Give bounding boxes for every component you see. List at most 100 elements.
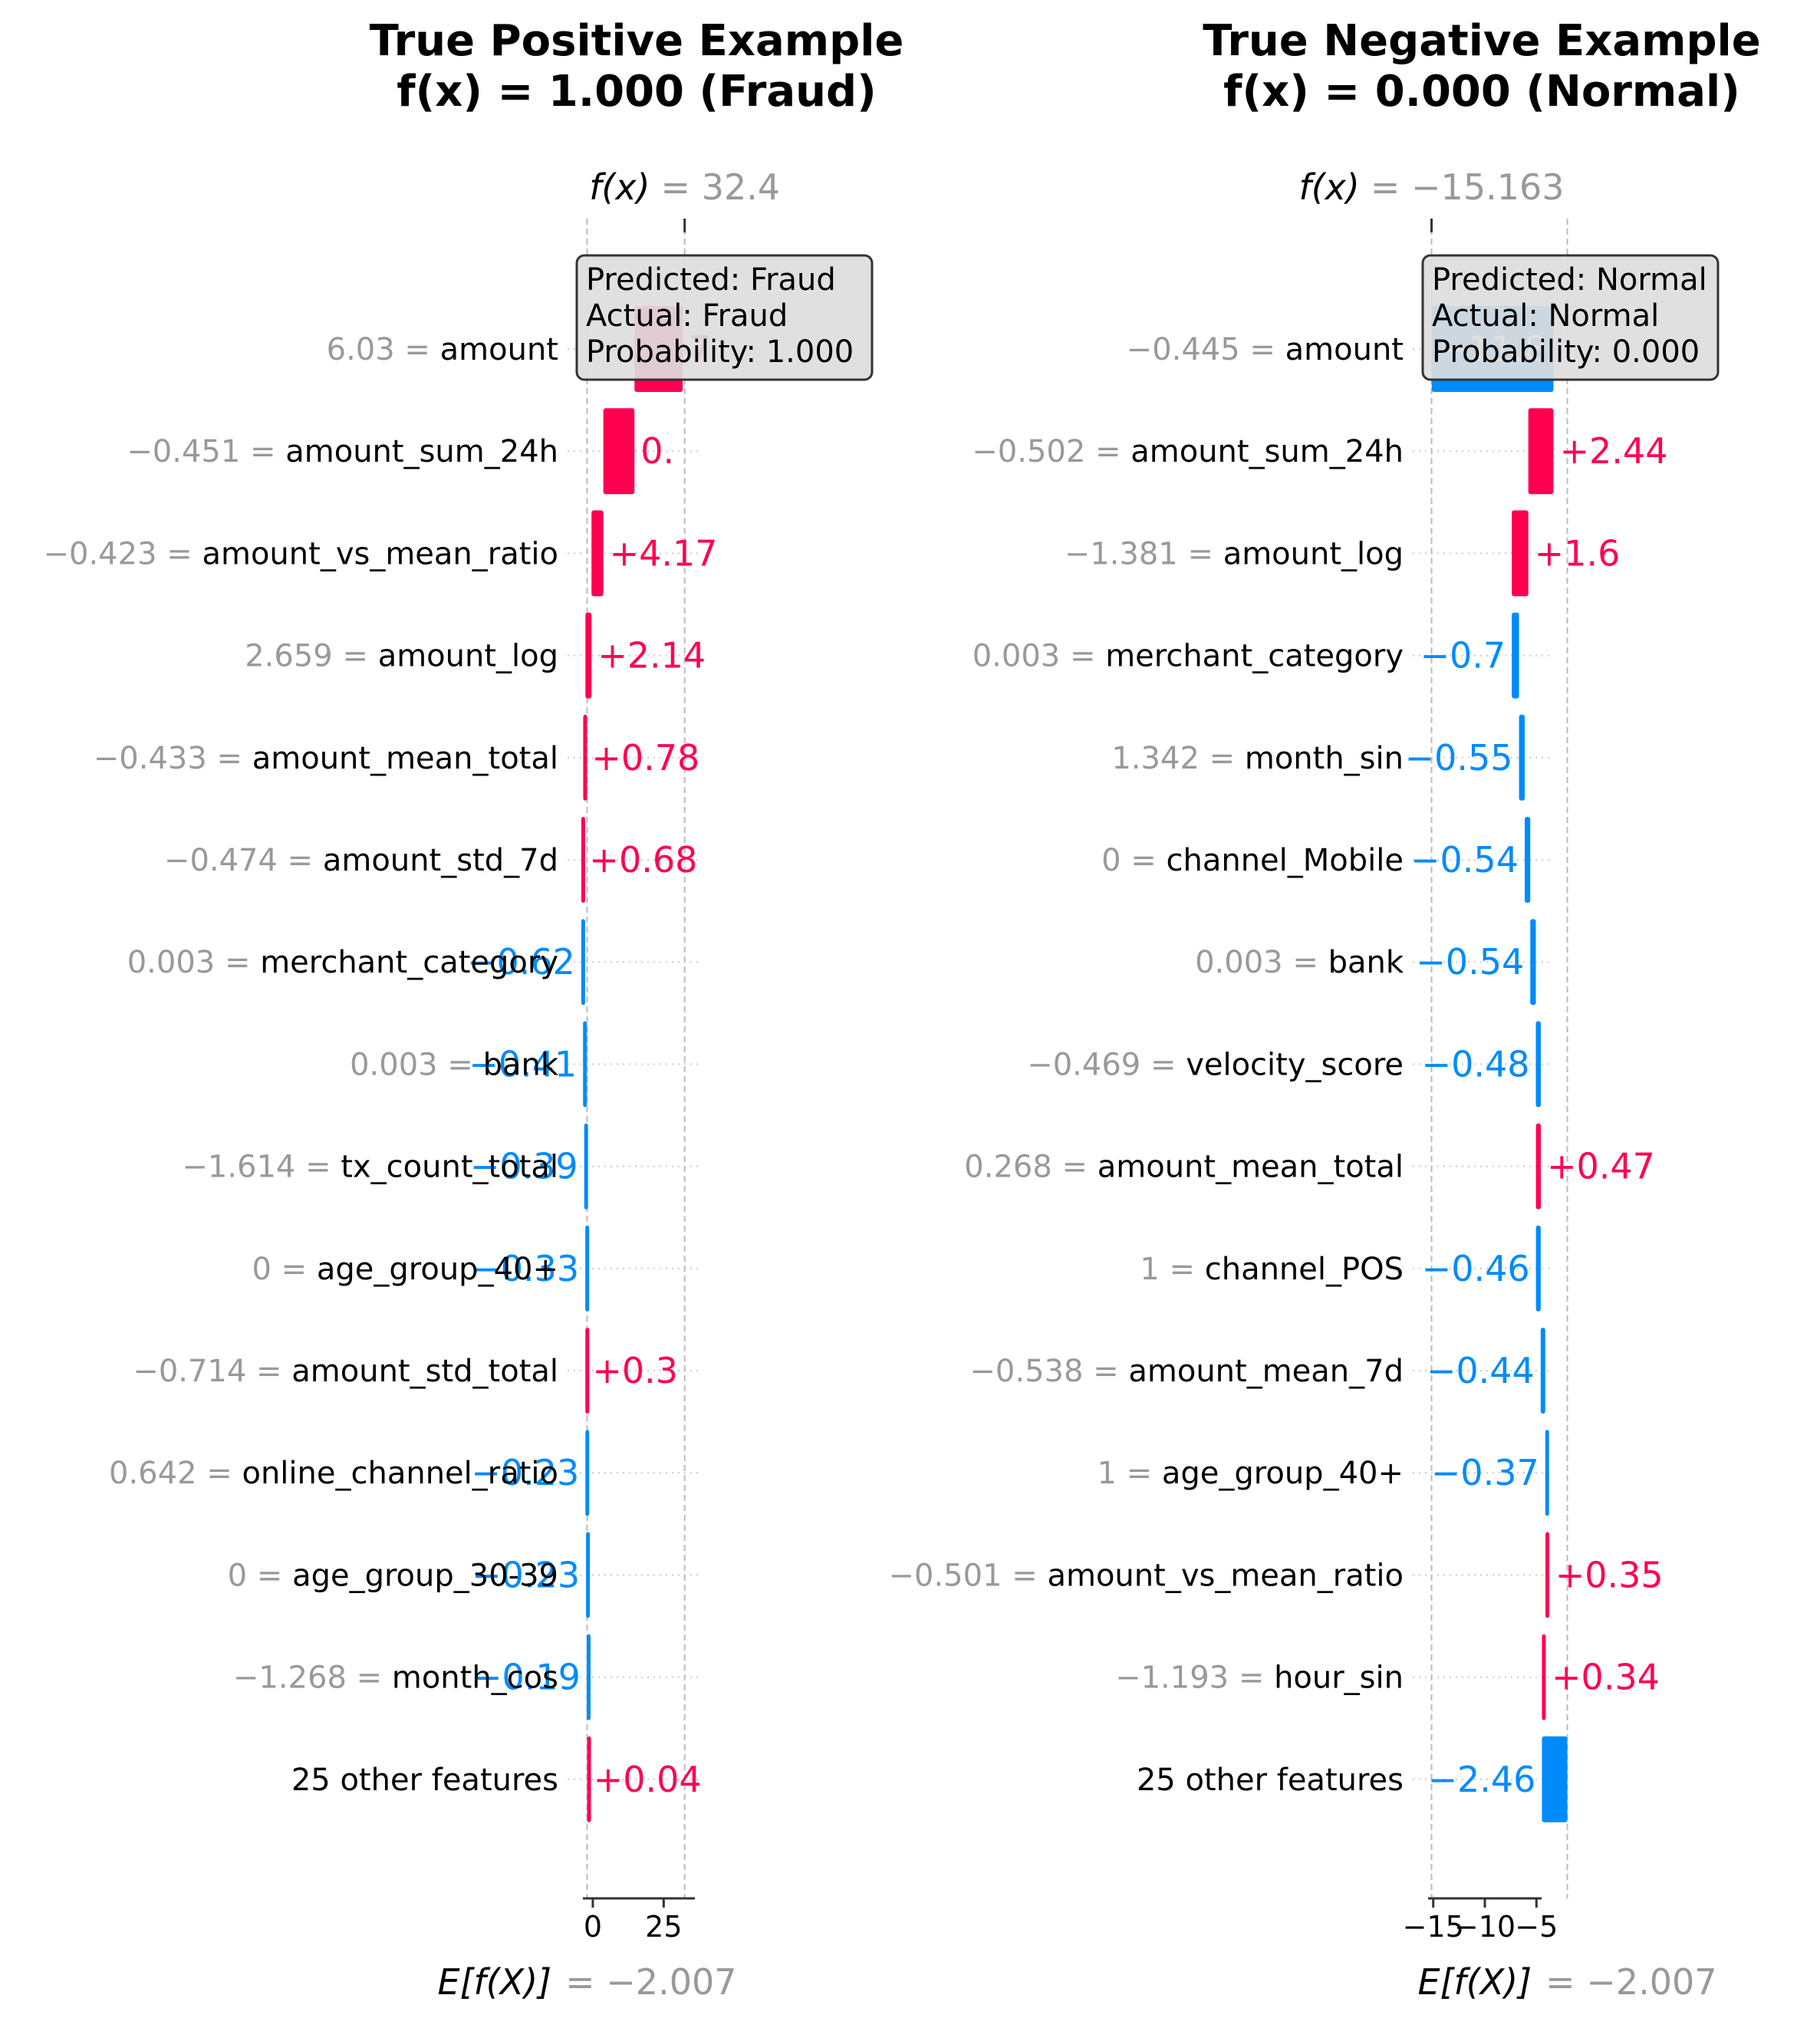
annotation-line: Probability: 0.000 [1432, 334, 1700, 370]
equals-sign: = [246, 1354, 291, 1389]
equals-sign: = [240, 434, 285, 469]
feature-label: 0 = channel_Mobile [1101, 843, 1404, 878]
feature-label: 0.003 = bank [350, 1047, 559, 1082]
annotation-line: Actual: Fraud [586, 298, 788, 334]
feature-value: 0 [228, 1558, 247, 1593]
contribution-label: −0.7 [1420, 635, 1506, 677]
chart-title-line-1: True Negative Example [1203, 16, 1760, 66]
expected-value-label: E[f(X)] = −2.007 [438, 1961, 737, 2003]
waterfall-bar [583, 1021, 587, 1108]
feature-value: 2.659 [245, 639, 333, 674]
feature-value: 6.03 [327, 332, 395, 367]
feature-label: −1.193 = hour_sin [1115, 1661, 1404, 1696]
waterfall-bar [584, 1123, 588, 1210]
waterfall-bar [1535, 1225, 1541, 1312]
contribution-label: +1.6 [1535, 532, 1621, 574]
contribution-label: −0.54 [1410, 839, 1519, 881]
feature-name: amount_vs_mean_ratio [1047, 1558, 1404, 1593]
chart-title-line-2: f(x) = 0.000 (Normal) [1223, 67, 1740, 117]
fx-label: f(x) = −15.163 [1299, 166, 1565, 208]
feature-name: amount_std_7d [323, 843, 558, 878]
equals-sign: = [1117, 1456, 1162, 1491]
feature-label: −0.445 = amount [1127, 332, 1404, 367]
feature-label: 1.342 = month_sin [1111, 741, 1404, 776]
waterfall-bar [585, 1430, 590, 1516]
feature-value: 0.003 [1195, 945, 1283, 980]
waterfall-bar [1542, 1634, 1546, 1720]
feature-value: −1.193 [1115, 1661, 1229, 1696]
feature-name: hour_sin [1274, 1661, 1404, 1696]
feature-value: 1 [1140, 1252, 1159, 1287]
feature-value: −1.268 [233, 1661, 347, 1696]
equals-sign: = [157, 536, 202, 571]
waterfall-bar [586, 1634, 591, 1720]
feature-name: merchant_category [1105, 639, 1404, 674]
feature-name: bank [1328, 945, 1404, 980]
feature-label: 6.03 = amount [327, 332, 558, 367]
feature-label: 0 = age_group_40+ [252, 1252, 558, 1287]
contribution-label: −0.41 [469, 1043, 577, 1085]
equals-sign: = [247, 1558, 292, 1593]
feature-label: 0.268 = amount_mean_total [964, 1150, 1404, 1185]
equals-sign: = [1229, 1661, 1274, 1696]
feature-label: 1 = channel_POS [1140, 1252, 1404, 1287]
equals-sign: = [1283, 945, 1328, 980]
feature-name: merchant_category [260, 945, 558, 980]
fx-symbol: f(x) [589, 166, 650, 208]
feature-name: amount_log [378, 639, 558, 674]
equals-sign: = [1140, 1047, 1186, 1082]
waterfall-bar [583, 714, 587, 801]
contribution-label: −0.23 [471, 1452, 579, 1493]
annotation-line: Predicted: Fraud [586, 262, 836, 298]
waterfall-bar [586, 1532, 591, 1618]
waterfall-bar [581, 817, 585, 903]
feature-value: −1.381 [1065, 536, 1178, 571]
contribution-label: +2.44 [1560, 430, 1668, 472]
contribution-label: −0.54 [1416, 941, 1524, 983]
feature-value: −0.474 [164, 843, 278, 878]
contribution-label: −0.48 [1422, 1043, 1530, 1085]
contribution-label: +0.78 [591, 737, 699, 779]
equals-sign: = [278, 843, 323, 878]
feature-name: amount [1285, 332, 1404, 367]
feature-label: −1.381 = amount_log [1065, 536, 1404, 571]
feature-name: channel_Mobile [1167, 843, 1404, 878]
feature-name: online_channel_ratio [242, 1456, 558, 1491]
feature-label: 0.003 = bank [1195, 945, 1404, 980]
feature-value: −0.538 [969, 1354, 1083, 1389]
waterfall-bar [1528, 408, 1554, 495]
feature-label: −1.268 = month_cos [233, 1661, 558, 1696]
feature-label: −0.502 = amount_sum_24h [972, 434, 1404, 469]
waterfall-bar [1519, 714, 1525, 801]
feature-value: 0.003 [973, 639, 1061, 674]
waterfall-bar [1545, 1532, 1550, 1618]
feature-value: 0.642 [109, 1456, 197, 1491]
feature-value: −0.469 [1027, 1047, 1140, 1082]
feature-name: month_cos [392, 1661, 558, 1696]
efx-symbol: E[f(X)] [438, 1961, 552, 2003]
x-tick-label: 25 [645, 1910, 682, 1944]
feature-name: amount_log [1223, 536, 1404, 571]
feature-label: 0.642 = online_channel_ratio [109, 1456, 558, 1491]
feature-name: age_group_30-39 [292, 1558, 558, 1593]
fx-value: = −15.163 [1371, 166, 1565, 208]
contribution-label: +2.14 [597, 635, 706, 677]
feature-label: −0.433 = amount_mean_total [94, 741, 558, 776]
feature-label: 25 other features [1137, 1763, 1404, 1798]
feature-value: 0.268 [964, 1150, 1052, 1185]
efx-symbol: E[f(X)] [1418, 1961, 1532, 2003]
equals-sign: = [1240, 332, 1285, 367]
equals-sign: = [347, 1661, 392, 1696]
fx-label: f(x) = 32.4 [589, 166, 780, 208]
x-tick-label: −15 [1403, 1910, 1464, 1944]
waterfall-bar [587, 1736, 591, 1822]
equals-sign: = [1178, 536, 1223, 571]
annotation-line: Predicted: Normal [1432, 262, 1707, 298]
contribution-label: 0. [640, 430, 674, 472]
feature-value: 0 [252, 1252, 271, 1287]
feature-name: tx_count_total [341, 1150, 558, 1185]
feature-value: 1 [1097, 1456, 1116, 1491]
contribution-label: +0.3 [592, 1350, 678, 1391]
efx-value: = −2.007 [1545, 1961, 1716, 2003]
waterfall-bar [1545, 1430, 1549, 1516]
